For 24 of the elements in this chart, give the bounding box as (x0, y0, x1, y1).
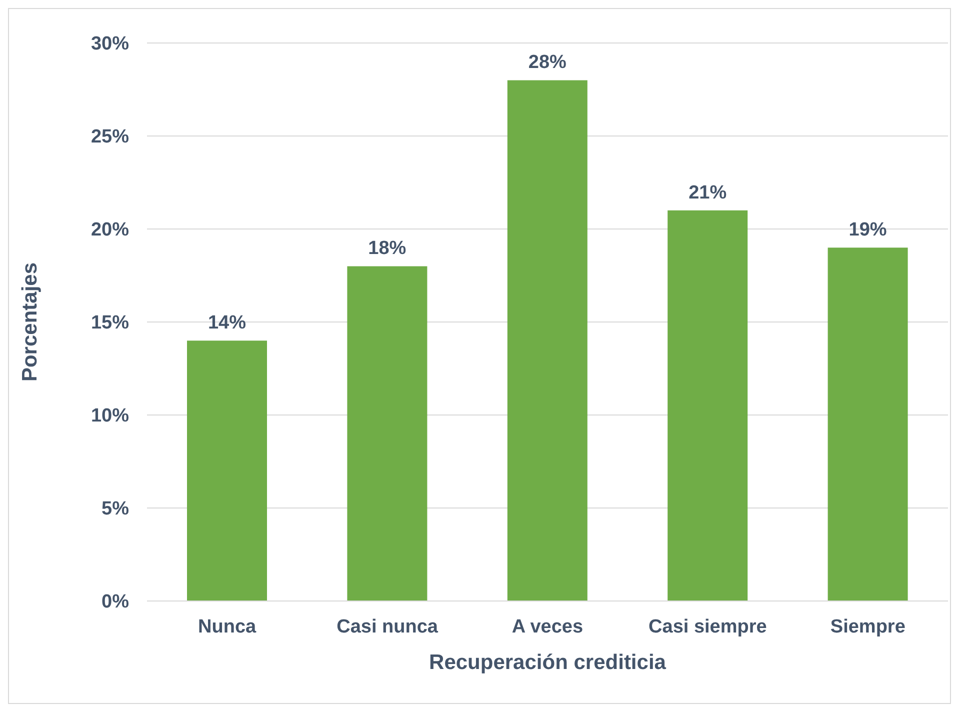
bar (668, 210, 748, 601)
data-label: 18% (368, 238, 406, 260)
bar (187, 340, 267, 601)
y-tick-label: 15% (90, 312, 130, 334)
y-tick-label: 5% (102, 498, 130, 520)
data-label: 28% (528, 52, 567, 74)
x-tick-label: Siempre (830, 616, 906, 638)
x-tick-label: Casi siempre (648, 616, 767, 638)
y-tick-label: 20% (90, 220, 130, 241)
data-label: 14% (208, 312, 246, 334)
x-tick-label: Nunca (198, 616, 257, 638)
x-axis-title: Recuperación crediticia (429, 651, 666, 674)
bar (347, 266, 428, 601)
x-tick-label: A veces (512, 616, 584, 638)
data-label: 19% (848, 220, 887, 241)
y-tick-label: 10% (90, 406, 130, 427)
x-tick-label: Casi nunca (336, 616, 438, 638)
y-tick-label: 25% (90, 126, 130, 148)
data-label: 21% (688, 182, 727, 204)
y-tick-label: 30% (90, 34, 130, 55)
bar (828, 248, 908, 601)
bar (507, 80, 588, 601)
y-tick-label: 0% (102, 592, 130, 613)
y-axis-title: Porcentajes (18, 262, 42, 382)
